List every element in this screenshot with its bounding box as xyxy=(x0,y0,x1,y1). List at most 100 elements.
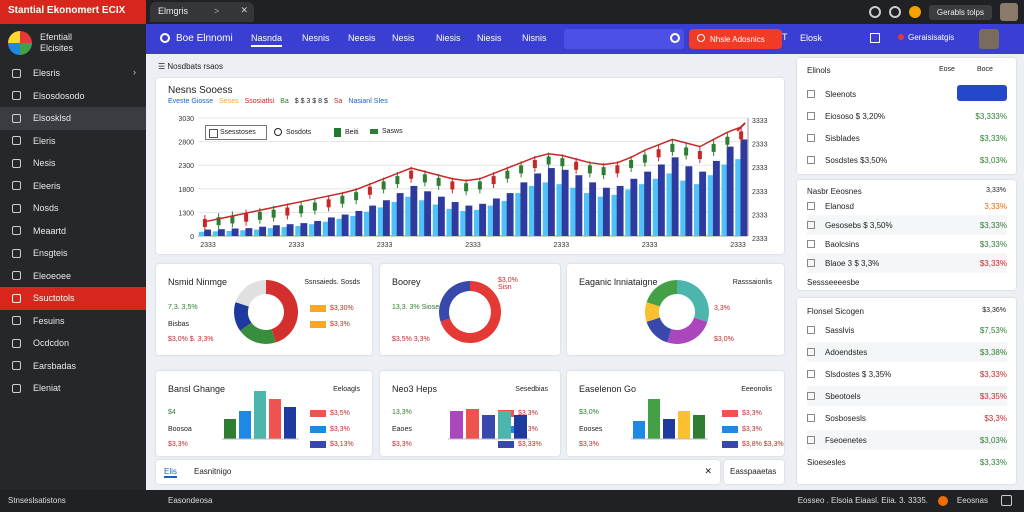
grid-icon[interactable] xyxy=(870,33,880,43)
expand-icon[interactable] xyxy=(1001,495,1012,506)
legend-box[interactable]: Ssesstoses xyxy=(205,125,267,140)
panel1-action-button[interactable] xyxy=(957,85,1007,101)
breadcrumb[interactable]: ☰ Nosdbats rsaos xyxy=(158,62,223,71)
panel-row[interactable]: Sisblades $3,33% xyxy=(807,128,1007,148)
nav-tab-6[interactable]: Niesis xyxy=(477,33,502,43)
pie-slice xyxy=(266,280,298,343)
sidebar-item-8[interactable]: Meaartd xyxy=(0,220,146,243)
panel-row[interactable]: Blaoe 3 $ 3,3% $3,33% xyxy=(807,253,1007,273)
bottom-right-tab[interactable]: Easspaaetas xyxy=(724,460,784,484)
panel3-title: Flonsel Sicogen xyxy=(807,307,864,316)
nav-tab-5[interactable]: Niesis xyxy=(436,33,461,43)
card-right-value: $3,33% xyxy=(518,441,542,448)
reader-icon[interactable]: T xyxy=(782,32,788,42)
panel-row[interactable]: Adoendstes $3,38% xyxy=(807,342,1007,362)
panel-row[interactable]: Elanosd 3,33% xyxy=(807,196,1007,216)
card-header-note: Sesedbias xyxy=(515,386,548,393)
tab-other[interactable]: Easnitnigo xyxy=(194,467,232,476)
nav-tab-2[interactable]: Nesnis xyxy=(302,33,330,43)
sidebar-item-14[interactable]: Earsbadas xyxy=(0,355,146,378)
panel-row-label: Slsdostes $ 3,35% xyxy=(825,369,892,379)
panel-row[interactable]: Sbeotoels $3,35% xyxy=(807,386,1007,406)
sidebar-item-10[interactable]: Eleoeoee xyxy=(0,265,146,288)
grid-icon xyxy=(12,226,21,236)
card-left-value: $3,0% xyxy=(579,409,599,416)
refresh-icon[interactable] xyxy=(868,6,881,18)
nav-user-label[interactable]: Geraisisatgis xyxy=(898,33,954,42)
panel-row[interactable]: Gesosebs $ 3,50% $3,33% xyxy=(807,215,1007,235)
panel2-header-right: 3,33% xyxy=(986,187,1006,194)
doc-icon xyxy=(12,248,21,258)
user-avatar[interactable] xyxy=(979,29,999,49)
sidebar-item-2[interactable]: Elsosdosodo xyxy=(0,85,146,108)
bar-dark xyxy=(245,228,253,236)
panel-row[interactable]: Sasslvis $7,53% xyxy=(807,320,1007,340)
tab-active[interactable]: Elis xyxy=(164,467,177,478)
panel-row[interactable]: Sosbosesls $3,3% xyxy=(807,408,1007,428)
panel-row-label: Baolcsins xyxy=(825,239,860,249)
sidebar-item-4[interactable]: Eleris xyxy=(0,130,146,153)
close-tab-icon[interactable]: ✕ xyxy=(240,5,248,15)
y2-tick-label: 2333 xyxy=(752,142,768,149)
bar-dark xyxy=(699,171,707,236)
bar-dark xyxy=(671,157,679,236)
nav-tab-3[interactable]: Neesis xyxy=(348,33,376,43)
bar-dark xyxy=(479,203,487,236)
status-right-label[interactable]: Eeosnas xyxy=(956,496,988,505)
sidebar-item-9[interactable]: Ensgteis xyxy=(0,242,146,265)
panel-row[interactable]: Sioesesles $3,33% xyxy=(807,452,1007,472)
sidebar-item-11[interactable]: Ssuctotols xyxy=(0,287,146,310)
nav-tab-1[interactable]: Nasnda xyxy=(251,33,283,47)
nav-tab-4[interactable]: Nesis xyxy=(392,33,415,43)
card-left-value: $3,3% xyxy=(579,441,599,448)
search-icon[interactable] xyxy=(160,33,170,43)
bar-light xyxy=(364,211,371,236)
panel-row[interactable]: Sosdstes $3,50% $3,03% xyxy=(807,150,1007,170)
stat-card-1: Nsmid Ninmge Ssnsaieds. Sosds 7,3. 3,5% Bis… xyxy=(156,264,372,355)
subtitle-part: Eveste Giosse xyxy=(168,98,214,105)
panel-row-value: $3,33% xyxy=(979,239,1007,249)
card-right-value: 3,3% xyxy=(714,305,730,312)
sidebar: Efentiall Elcisites Elesris › Elsosdosodo El… xyxy=(0,24,146,490)
sidebar-item-1[interactable]: Elesris › xyxy=(0,62,146,85)
nav-tab-7[interactable]: Nisnis xyxy=(522,33,547,43)
panel-row[interactable]: Sleenots xyxy=(807,84,1007,104)
gear-icon xyxy=(807,156,815,164)
sidebar-item-13[interactable]: Ocdcdon xyxy=(0,332,146,355)
right-panel-2: Nasbr Eeosnes 3,33% Elanosd 3,33% Gesosebs… xyxy=(797,180,1016,290)
search-button-icon[interactable] xyxy=(670,33,680,43)
close-icon[interactable]: ✕ xyxy=(704,466,712,476)
panel-row[interactable]: Eiososo $ 3,20% $3,333% xyxy=(807,106,1007,126)
panel-row[interactable]: Fseoenetes $3,03% xyxy=(807,430,1007,450)
panel-row[interactable]: Baolcsins $3,33% xyxy=(807,234,1007,254)
primary-action-button[interactable]: Nhsle Adosnics xyxy=(689,29,782,49)
search-input[interactable] xyxy=(564,29,684,49)
bar-light xyxy=(419,200,426,236)
box-icon xyxy=(807,202,815,210)
avatar[interactable] xyxy=(1000,3,1018,21)
stat-card-3: Eaganic lnniataigne Rasssaionlis 3,3% $3,0% xyxy=(567,264,784,355)
x-tick-label: 2333 xyxy=(642,242,658,249)
panel-row[interactable]: Slsdostes $ 3,35% $3,33% xyxy=(807,364,1007,384)
sidebar-item-label: Elesris xyxy=(33,68,61,79)
coin-icon[interactable] xyxy=(908,6,921,18)
bell-icon[interactable] xyxy=(888,6,901,18)
card-right-value: $3,3% xyxy=(330,426,350,433)
sidebar-item-15[interactable]: Eleniat xyxy=(0,377,146,400)
panel-row[interactable]: Sessseeeesbe xyxy=(807,272,1007,292)
brand-tab[interactable]: Stantial Ekonomert ECIX xyxy=(0,0,146,24)
card-header-note: Ssnsaieds. Sosds xyxy=(304,279,360,286)
browser-tab[interactable]: Elmgris > ✕ xyxy=(150,2,254,22)
sidebar-item-5[interactable]: Nesis xyxy=(0,152,146,175)
sidebar-item-3[interactable]: Elsosklsd xyxy=(0,107,146,130)
candle-body xyxy=(340,195,345,204)
main-content: ☰ Nosdbats rsaos Nesns Sooess Eveste Gio… xyxy=(146,54,1024,490)
profile-name[interactable]: Gerabls tolps xyxy=(928,4,992,20)
sidebar-item-7[interactable]: Nosds xyxy=(0,197,146,220)
chevron-right-icon: > xyxy=(214,6,220,16)
sidebar-item-6[interactable]: Eleeris xyxy=(0,175,146,198)
nav-right-label[interactable]: Elosk xyxy=(800,33,823,43)
doc-icon xyxy=(12,316,21,326)
sidebar-item-12[interactable]: Fesuins xyxy=(0,310,146,333)
status-mid[interactable]: Easondeosa xyxy=(168,496,213,505)
